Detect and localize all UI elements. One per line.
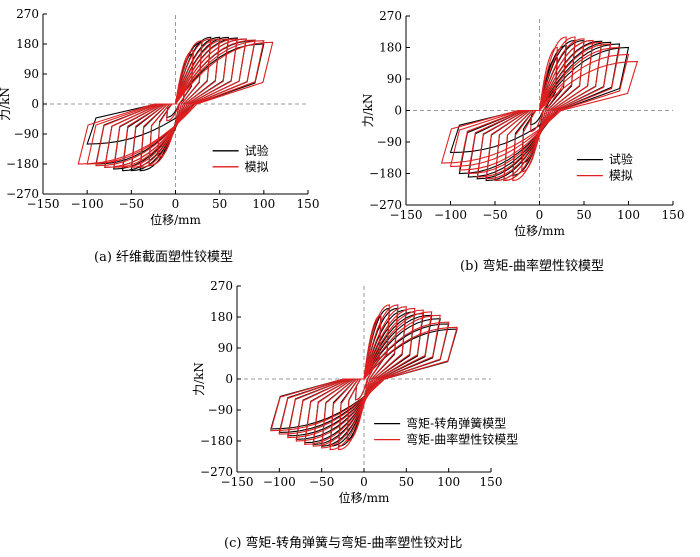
- hysteresis-loop: [338, 304, 390, 451]
- hysteresis-loop: [440, 60, 639, 164]
- hysteresis-loop: [157, 50, 194, 158]
- hysteresis-loop: [130, 38, 221, 168]
- x-tick-label: 0: [360, 475, 368, 489]
- x-tick-label: 100: [437, 475, 460, 489]
- x-tick-label: 150: [662, 208, 685, 222]
- y-tick-label: 90: [218, 341, 233, 355]
- hysteresis-loop: [86, 40, 265, 165]
- hysteresis-loop: [104, 38, 247, 168]
- y-tick-label: 270: [379, 9, 402, 23]
- y-tick-label: −180: [369, 167, 402, 181]
- hysteresis-loop: [121, 38, 230, 168]
- y-axis-label: 力/kN: [361, 94, 375, 128]
- caption-a: (a) 纤维截面塑性铰模型: [94, 250, 234, 265]
- x-tick-label: 50: [576, 208, 591, 222]
- hysteresis-loop: [512, 36, 567, 182]
- y-tick-label: −180: [6, 157, 39, 171]
- legend-label: 模拟: [609, 169, 633, 183]
- series-sim: [270, 304, 458, 451]
- x-tick-label: −100: [71, 197, 104, 211]
- hysteresis-loop: [312, 307, 416, 447]
- hysteresis-loop: [95, 39, 256, 167]
- y-tick-label: −270: [6, 187, 39, 201]
- y-tick-label: −90: [14, 127, 39, 141]
- x-tick-label: −150: [221, 475, 254, 489]
- x-tick-label: 0: [536, 208, 544, 222]
- hysteresis-loop: [113, 38, 238, 168]
- y-tick-label: −90: [208, 403, 233, 417]
- hysteresis-loop: [304, 309, 424, 445]
- hysteresis-loop: [467, 43, 612, 175]
- hysteresis-loop: [77, 41, 274, 165]
- x-tick-label: −150: [390, 208, 423, 222]
- hysteresis-loop: [485, 39, 594, 180]
- caption-c: (c) 弯矩-转角弹簧与弯矩-曲率塑性铰对比: [224, 536, 463, 551]
- y-tick-label: 0: [225, 372, 233, 386]
- hysteresis-loop: [458, 46, 621, 171]
- hysteresis-loop: [503, 36, 576, 182]
- y-tick-label: 180: [16, 37, 39, 51]
- hysteresis-loop: [521, 46, 558, 173]
- series-sim: [77, 38, 274, 168]
- x-tick-label: −150: [27, 197, 60, 211]
- y-axis-label: 力/kN: [192, 362, 206, 396]
- x-tick-label: −100: [263, 475, 296, 489]
- x-tick-label: −50: [119, 197, 144, 211]
- hysteresis-loop: [329, 304, 399, 451]
- x-tick-label: −50: [309, 475, 334, 489]
- hysteresis-loop: [321, 306, 407, 449]
- x-tick-label: 150: [480, 475, 503, 489]
- legend-label: 弯矩-曲率塑性铰模型: [406, 432, 518, 447]
- x-axis-label: 位移/mm: [339, 490, 390, 505]
- y-tick-label: 90: [24, 67, 39, 81]
- hysteresis-loop: [278, 321, 450, 435]
- caption-b: (b) 弯矩-曲率塑性铰模型: [460, 259, 604, 274]
- legend-label: 试验: [609, 152, 633, 167]
- y-tick-label: −270: [369, 198, 402, 212]
- hysteresis-loop: [139, 38, 212, 168]
- y-tick-label: 180: [379, 41, 402, 55]
- legend-label: 弯矩-转角弹簧模型: [406, 416, 506, 431]
- y-tick-label: 270: [16, 7, 39, 21]
- x-tick-label: 0: [172, 197, 180, 211]
- series-sim: [440, 36, 639, 182]
- hysteresis-loop: [148, 40, 203, 167]
- chart-panel-b: −150 −100 −50 0 50 100 150 −270 −180 −90 0 90 180 270…: [361, 0, 700, 250]
- y-tick-label: −90: [377, 135, 402, 149]
- hysteresis-loop: [346, 314, 382, 442]
- legend-label: 模拟: [245, 160, 269, 174]
- y-tick-label: 270: [210, 279, 233, 293]
- x-tick-label: 100: [617, 208, 640, 222]
- y-tick-label: −180: [200, 434, 233, 448]
- y-tick-label: 0: [394, 104, 402, 118]
- x-tick-label: −50: [482, 208, 507, 222]
- hysteresis-loop: [476, 41, 603, 178]
- hysteresis-loop: [295, 311, 433, 442]
- x-axis-label: 位移/mm: [514, 223, 565, 238]
- y-tick-label: 180: [210, 310, 233, 324]
- x-tick-label: 50: [212, 197, 227, 211]
- x-tick-label: 100: [252, 197, 275, 211]
- hysteresis-loop: [449, 53, 630, 168]
- chart-panel-c: −150 −100 −50 0 50 100 150 −270 −180 −90 0 90 180 270…: [184, 276, 518, 516]
- y-tick-label: 0: [31, 97, 39, 111]
- y-tick-label: 90: [387, 72, 402, 86]
- x-tick-label: −100: [434, 208, 467, 222]
- hysteresis-loop: [494, 38, 585, 182]
- y-axis-label: 力/kN: [0, 87, 12, 121]
- hysteresis-loop: [270, 326, 458, 432]
- hysteresis-loop: [287, 314, 441, 439]
- legend-label: 试验: [245, 143, 269, 158]
- x-tick-label: 50: [399, 475, 414, 489]
- chart-a: −150 −100 −50 0 50 100 150 −270 −180 −90 0 90 180 270…: [0, 7, 320, 227]
- chart-b: −150 −100 −50 0 50 100 150 −270 −180 −90 0 90 180 270…: [361, 9, 685, 238]
- chart-c: −150 −100 −50 0 50 100 150 −270 −180 −90 0 90 180 270…: [192, 279, 518, 505]
- x-axis-label: 位移/mm: [150, 212, 201, 227]
- x-tick-label: 150: [297, 197, 320, 211]
- chart-panel-a: −150 −100 −50 0 50 100 150 −270 −180 −90 0 90 180 270…: [0, 0, 330, 250]
- y-tick-label: −270: [200, 465, 233, 479]
